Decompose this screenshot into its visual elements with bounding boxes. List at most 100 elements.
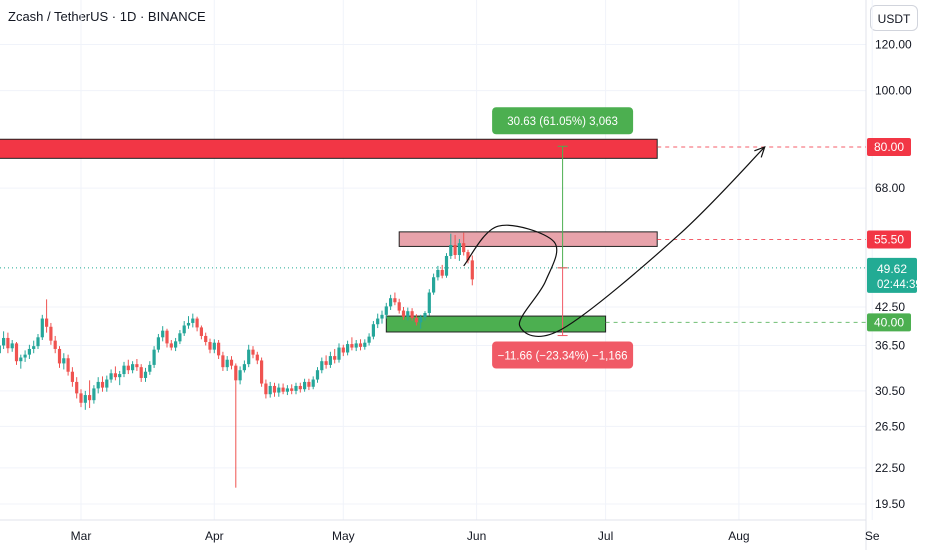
candle: [255, 351, 259, 365]
candle-body: [311, 379, 315, 387]
chart-title: Zcash / TetherUS · 1D · BINANCE: [8, 9, 206, 24]
candle-body: [324, 361, 328, 365]
zone-resistance: [0, 138, 658, 159]
candle: [268, 381, 272, 398]
candle: [315, 367, 320, 383]
candle: [307, 378, 311, 391]
candle-body: [453, 245, 457, 255]
candle: [298, 382, 302, 393]
candle: [49, 322, 53, 345]
candle: [354, 339, 358, 352]
candle: [337, 343, 341, 363]
candle-body: [49, 326, 53, 341]
candle: [251, 346, 255, 359]
projection-curve: [463, 146, 766, 337]
candle: [410, 308, 414, 321]
x-tick-label: Mar: [71, 529, 92, 543]
candle-body: [208, 342, 212, 350]
candle: [466, 249, 470, 264]
candle: [182, 321, 186, 336]
candle-body: [376, 318, 380, 325]
candle: [367, 333, 371, 346]
candle-body: [320, 361, 324, 371]
candle: [303, 378, 307, 392]
candle: [358, 339, 363, 351]
measure-gain-label: 30.63 (61.05%) 3,063: [507, 116, 618, 128]
candle: [2, 331, 6, 349]
candle-body: [290, 388, 294, 391]
candle-body: [298, 385, 302, 390]
candle-body: [100, 381, 105, 388]
candle: [406, 307, 410, 321]
candle: [324, 355, 328, 369]
candle-body: [40, 318, 44, 338]
candle-body: [328, 356, 332, 365]
candle: [165, 328, 169, 348]
candle: [419, 314, 423, 329]
y-tick-label: 120.00: [875, 38, 912, 52]
candle: [83, 390, 87, 410]
candle-body: [0, 345, 1, 354]
candle: [401, 306, 406, 320]
candle-body: [148, 364, 152, 372]
x-tick-label: Jul: [598, 529, 613, 543]
y-tick-label: 42.50: [875, 300, 905, 314]
candle-body: [393, 298, 397, 303]
price-label: 55.50: [874, 232, 904, 246]
candle-body: [195, 318, 199, 328]
candle: [208, 338, 212, 354]
candle-body: [380, 314, 384, 319]
candle: [118, 370, 122, 386]
current-price-box: [867, 257, 917, 293]
candle: [234, 363, 238, 488]
candle-body: [337, 347, 341, 360]
candle: [100, 376, 105, 392]
candle: [221, 351, 225, 371]
candle-body: [260, 360, 264, 384]
candle: [333, 348, 337, 364]
candle: [70, 367, 74, 387]
candle-body: [384, 306, 388, 315]
candle-body: [161, 330, 165, 338]
candle-body: [182, 325, 186, 334]
candle-body: [70, 371, 74, 382]
candle-body: [354, 343, 358, 348]
y-tick-label: 36.50: [875, 338, 905, 352]
candle-body: [62, 358, 66, 364]
candle: [436, 265, 440, 281]
candle: [53, 335, 57, 354]
candle-body: [406, 311, 410, 317]
candle-body: [113, 373, 117, 378]
current-price-value: 49.62: [877, 262, 907, 276]
candle: [195, 316, 199, 332]
candle-body: [277, 387, 281, 393]
candle: [328, 351, 332, 368]
candle: [10, 339, 14, 352]
currency-button[interactable]: USDT: [870, 5, 918, 31]
candle-body: [238, 370, 242, 381]
candle: [131, 361, 135, 374]
y-tick-label: 30.50: [875, 384, 905, 398]
zone-target: [398, 231, 658, 247]
x-tick-label: Se: [865, 529, 880, 543]
candle-body: [363, 342, 367, 347]
candle: [294, 382, 298, 395]
candle-body: [169, 343, 173, 348]
candle: [19, 354, 23, 369]
candle-body: [389, 298, 393, 307]
candle-body: [294, 385, 298, 391]
candle: [260, 357, 264, 387]
candle-body: [449, 245, 453, 256]
candle-body: [234, 365, 238, 381]
zone-support: [385, 315, 607, 333]
price-label: 40.00: [874, 315, 904, 329]
measure-loss-label: −11.66 (−23.34%) −1,166: [498, 351, 628, 363]
candle: [6, 332, 10, 354]
candle: [238, 366, 242, 385]
candle-body: [346, 344, 350, 353]
candle-body: [367, 336, 371, 343]
candle-body: [191, 318, 195, 323]
candle: [423, 311, 427, 321]
